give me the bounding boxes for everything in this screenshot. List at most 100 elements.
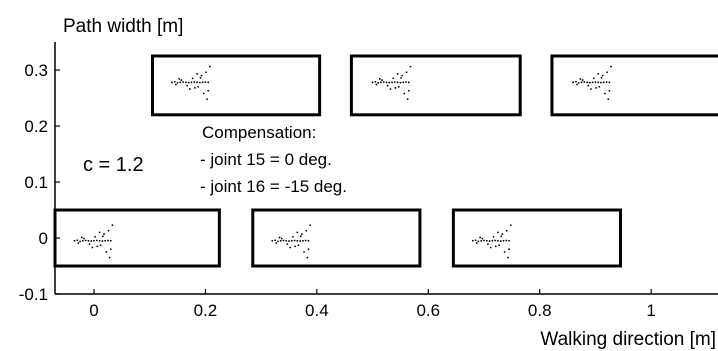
zmp-point: [381, 79, 383, 81]
compensation-joint16: - joint 16 = -15 deg.: [200, 177, 347, 196]
zmp-point: [300, 233, 303, 235]
x-tick-label: 0.4: [305, 301, 329, 320]
x-tick-label: 0.6: [416, 301, 440, 320]
zmp-point-clusters: [73, 65, 612, 259]
zmp-point: [175, 83, 177, 86]
footprint-rectangles: [53, 54, 718, 268]
zmp-point: [508, 248, 510, 251]
zmp-point: [483, 239, 485, 242]
zmp-point: [198, 81, 201, 84]
zmp-point: [290, 239, 293, 242]
zmp-point: [393, 81, 396, 83]
zmp-point: [98, 231, 101, 234]
zmp-point: [602, 81, 605, 84]
zmp-point: [299, 240, 302, 242]
zmp-point: [299, 235, 302, 238]
zmp-point: [474, 239, 477, 242]
zmp-point: [205, 71, 207, 74]
zmp-point: [107, 239, 109, 242]
zmp-point: [196, 81, 198, 84]
zmp-point: [405, 71, 408, 74]
zmp-point: [409, 65, 412, 68]
zmp-point: [375, 83, 378, 86]
zmp-point: [600, 76, 603, 79]
zmp-point: [610, 65, 612, 68]
zmp-point: [405, 81, 407, 83]
zmp-point: [180, 79, 183, 81]
compensation-title: Compensation:: [202, 123, 316, 142]
zmp-point: [590, 88, 592, 90]
zmp-point: [204, 81, 207, 83]
zmp-point: [497, 239, 499, 242]
zmp-point: [397, 85, 400, 88]
zmp-point: [392, 77, 395, 80]
zmp-point: [489, 246, 492, 249]
zmp-point: [302, 239, 304, 242]
zmp-point: [494, 239, 497, 242]
zmp-point: [491, 239, 494, 242]
zmp-point: [500, 235, 503, 238]
zmp-point: [374, 80, 377, 83]
zmp-point: [591, 81, 594, 84]
zmp-point: [309, 224, 312, 227]
zmp-point: [479, 236, 481, 239]
zmp-point: [94, 235, 97, 238]
zmp-point: [389, 88, 392, 90]
x-tick-label: 0: [89, 301, 98, 320]
y-tick-label: 0.3: [24, 61, 48, 80]
y-tick-label: 0.2: [24, 117, 48, 136]
zmp-point: [501, 233, 504, 235]
zmp-point: [604, 92, 606, 95]
zmp-point: [607, 98, 610, 101]
zmp-point: [105, 251, 108, 253]
zmp-point: [592, 77, 595, 80]
zmp-point: [103, 233, 105, 235]
zmp-point: [492, 235, 495, 238]
zmp-point: [271, 239, 274, 242]
zmp-point: [485, 239, 488, 242]
zmp-point: [307, 239, 310, 242]
zmp-point: [306, 256, 309, 259]
zmp-point: [402, 81, 405, 84]
zmp-point: [293, 239, 296, 242]
zmp-point: [88, 243, 91, 246]
zmp-point: [380, 81, 382, 84]
zmp-point: [396, 73, 399, 75]
x-tick-label: 0.8: [528, 301, 552, 320]
zmp-point: [108, 256, 111, 259]
zmp-point: [296, 239, 299, 242]
zmp-point: [187, 81, 190, 84]
zmp-point: [200, 74, 203, 77]
zmp-point: [581, 79, 584, 81]
zmp-point: [497, 231, 499, 234]
zmp-point: [403, 92, 406, 95]
axes: -0.1 0 0.1 0.2 0.3 0 0.2 0.4 0.6 0.8 1: [19, 42, 718, 320]
zmp-point: [407, 89, 410, 92]
zmp-point: [597, 81, 600, 84]
zmp-point: [285, 239, 288, 242]
zmp-point: [608, 89, 611, 92]
zmp-point: [99, 244, 102, 247]
zmp-point: [182, 81, 185, 83]
zmp-point: [83, 237, 85, 240]
zmp-point: [104, 239, 107, 242]
zmp-point: [377, 81, 380, 84]
zmp-point: [499, 240, 502, 242]
y-tick-label: 0: [39, 229, 48, 248]
zmp-point: [494, 245, 497, 248]
zmp-point: [600, 81, 602, 84]
zmp-point: [173, 80, 176, 83]
zmp-point: [608, 81, 611, 84]
y-tick-label: -0.1: [19, 285, 48, 304]
zmp-point: [77, 242, 80, 244]
y-axis-title: Path width [m]: [63, 16, 183, 37]
zmp-point: [193, 87, 196, 89]
zmp-point: [196, 73, 198, 75]
x-tick-label: 1: [646, 301, 655, 320]
zmp-point: [475, 242, 478, 244]
x-axis-title: Walking direction [m]: [540, 329, 716, 350]
zmp-point: [503, 251, 506, 253]
zmp-point: [385, 81, 388, 84]
zmp-point: [505, 229, 508, 232]
zmp-point: [305, 229, 308, 232]
